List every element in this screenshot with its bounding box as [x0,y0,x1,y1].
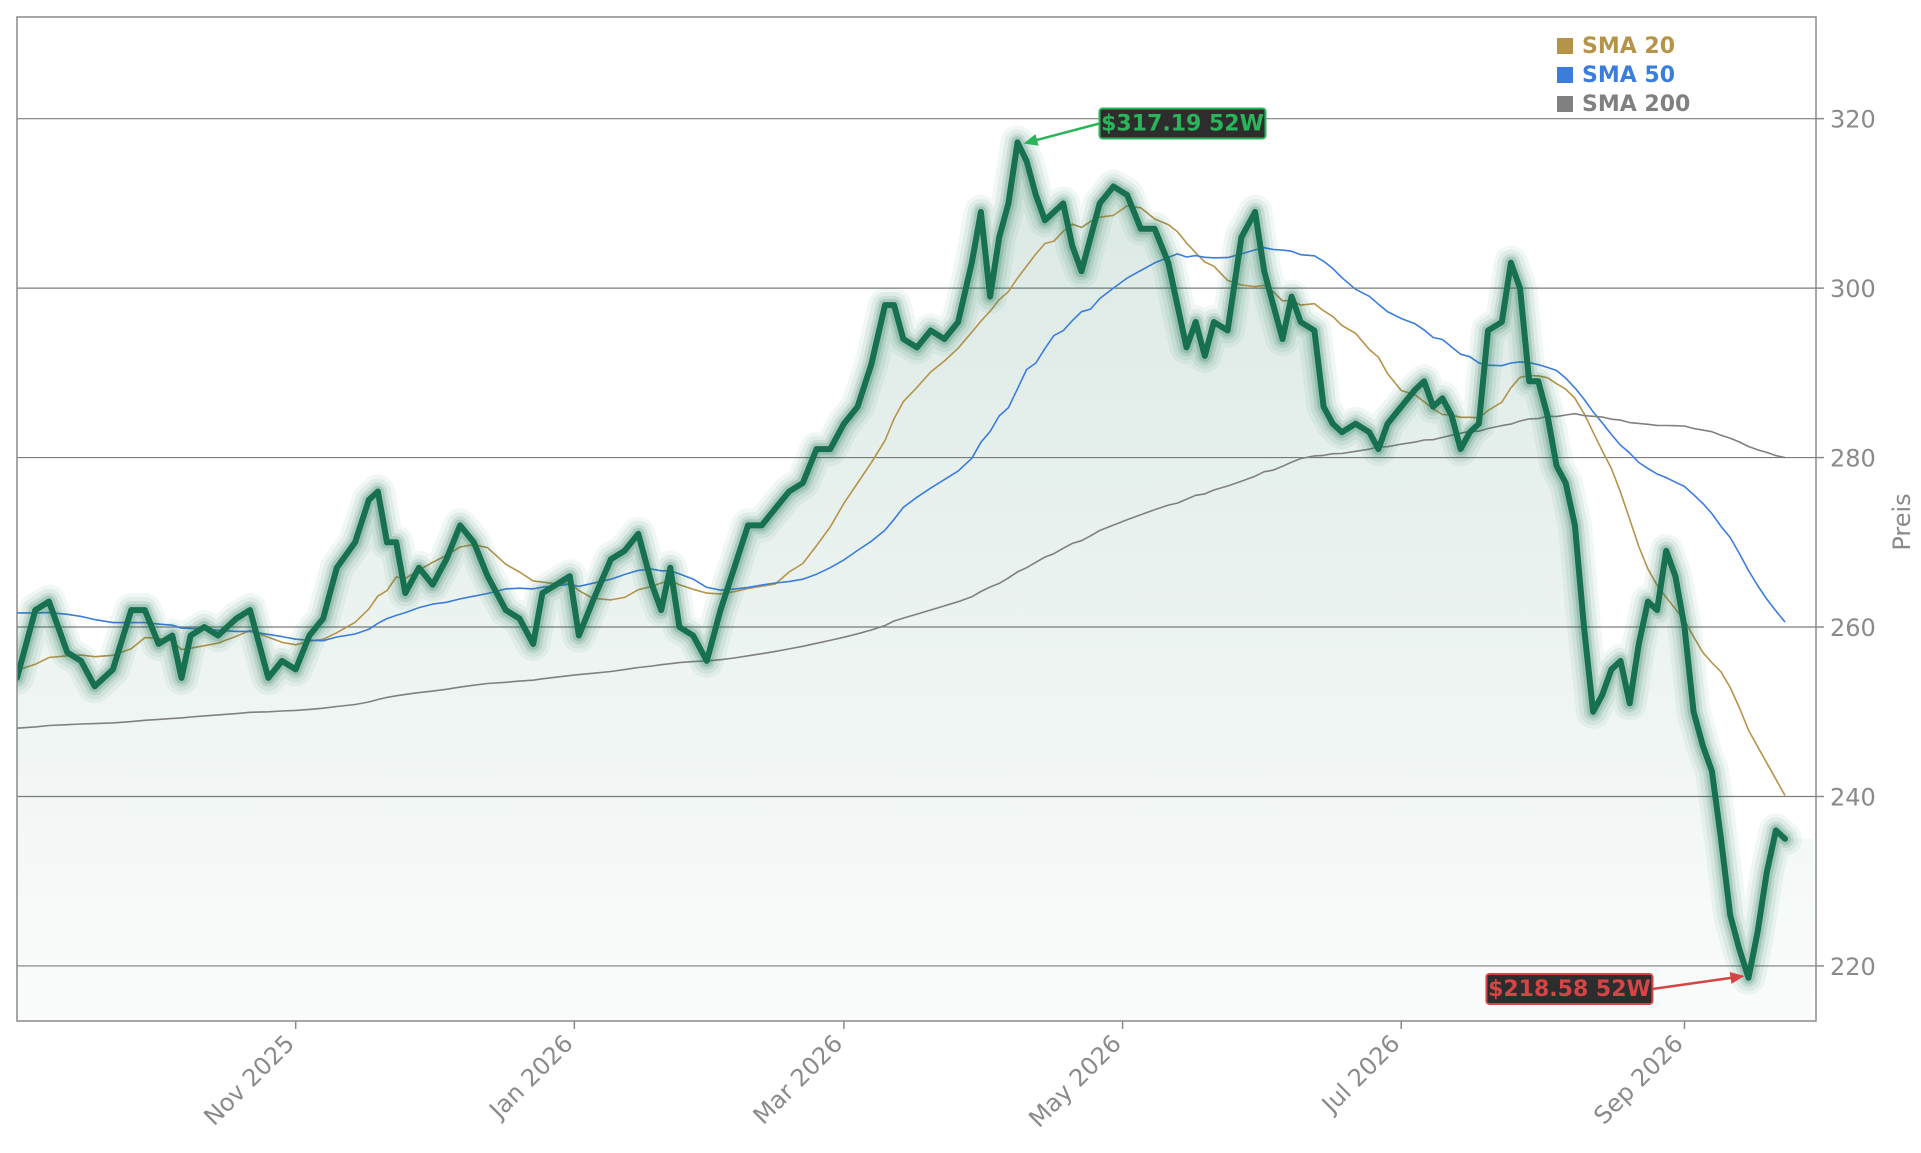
x-tick-label: Jul 2026 [1315,1029,1405,1119]
legend-swatch [1557,96,1573,112]
sma-line-28 [17,205,1786,796]
legend-label: SMA 200 [1582,92,1690,117]
annotation-arrowhead [1023,134,1039,146]
y-tick-label: 240 [1830,783,1876,811]
price-area-fill [17,142,1813,1021]
x-tick-label: May 2026 [1023,1029,1126,1132]
y-tick-label: 280 [1830,445,1876,473]
annotation-label: $317.19 52W [1101,111,1264,136]
annotation-box [1485,972,1654,1005]
annotation-arrowhead [1729,971,1745,984]
x-tick-label: Sep 2026 [1588,1029,1688,1129]
plot-frame [16,16,1817,1022]
y-tick-label: 220 [1830,953,1876,981]
legend-label: SMA 50 [1582,63,1675,88]
annotation-label: $218.58 52W [1488,977,1651,1002]
y-axis: 220 240 260 280 300 320 [1816,106,1876,981]
annotation-box [1098,107,1267,140]
y-axis-title: Preis [1888,493,1916,550]
legend-swatch [1557,67,1573,83]
x-axis: Nov 2025 Jan 2026 Mar 2026 May 2026 Jul 2026… [198,1021,1689,1133]
x-tick-label: Nov 2025 [198,1029,300,1131]
x-tick-label: Mar 2026 [748,1029,848,1129]
sma-line-70 [17,246,1786,642]
legend: SMA 20 SMA 50 SMA 200 [1557,34,1690,117]
price-area [17,142,1813,1021]
y-tick-label: 300 [1830,275,1876,303]
annotation-arrow [1032,122,1100,143]
y-tick-label: 260 [1830,614,1876,642]
annotations: $317.19 52W $218.58 52W [1023,107,1745,1005]
price-line [17,139,1788,981]
price-line-group [17,125,1802,995]
annotation-arrow [1652,976,1735,991]
legend-swatch [1557,38,1573,54]
legend-label: SMA 20 [1582,34,1675,59]
moving-averages [17,205,1786,796]
y-tick-label: 320 [1830,106,1876,134]
x-tick-label: Jan 2026 [483,1029,579,1125]
sma-line-280 [17,412,1786,729]
